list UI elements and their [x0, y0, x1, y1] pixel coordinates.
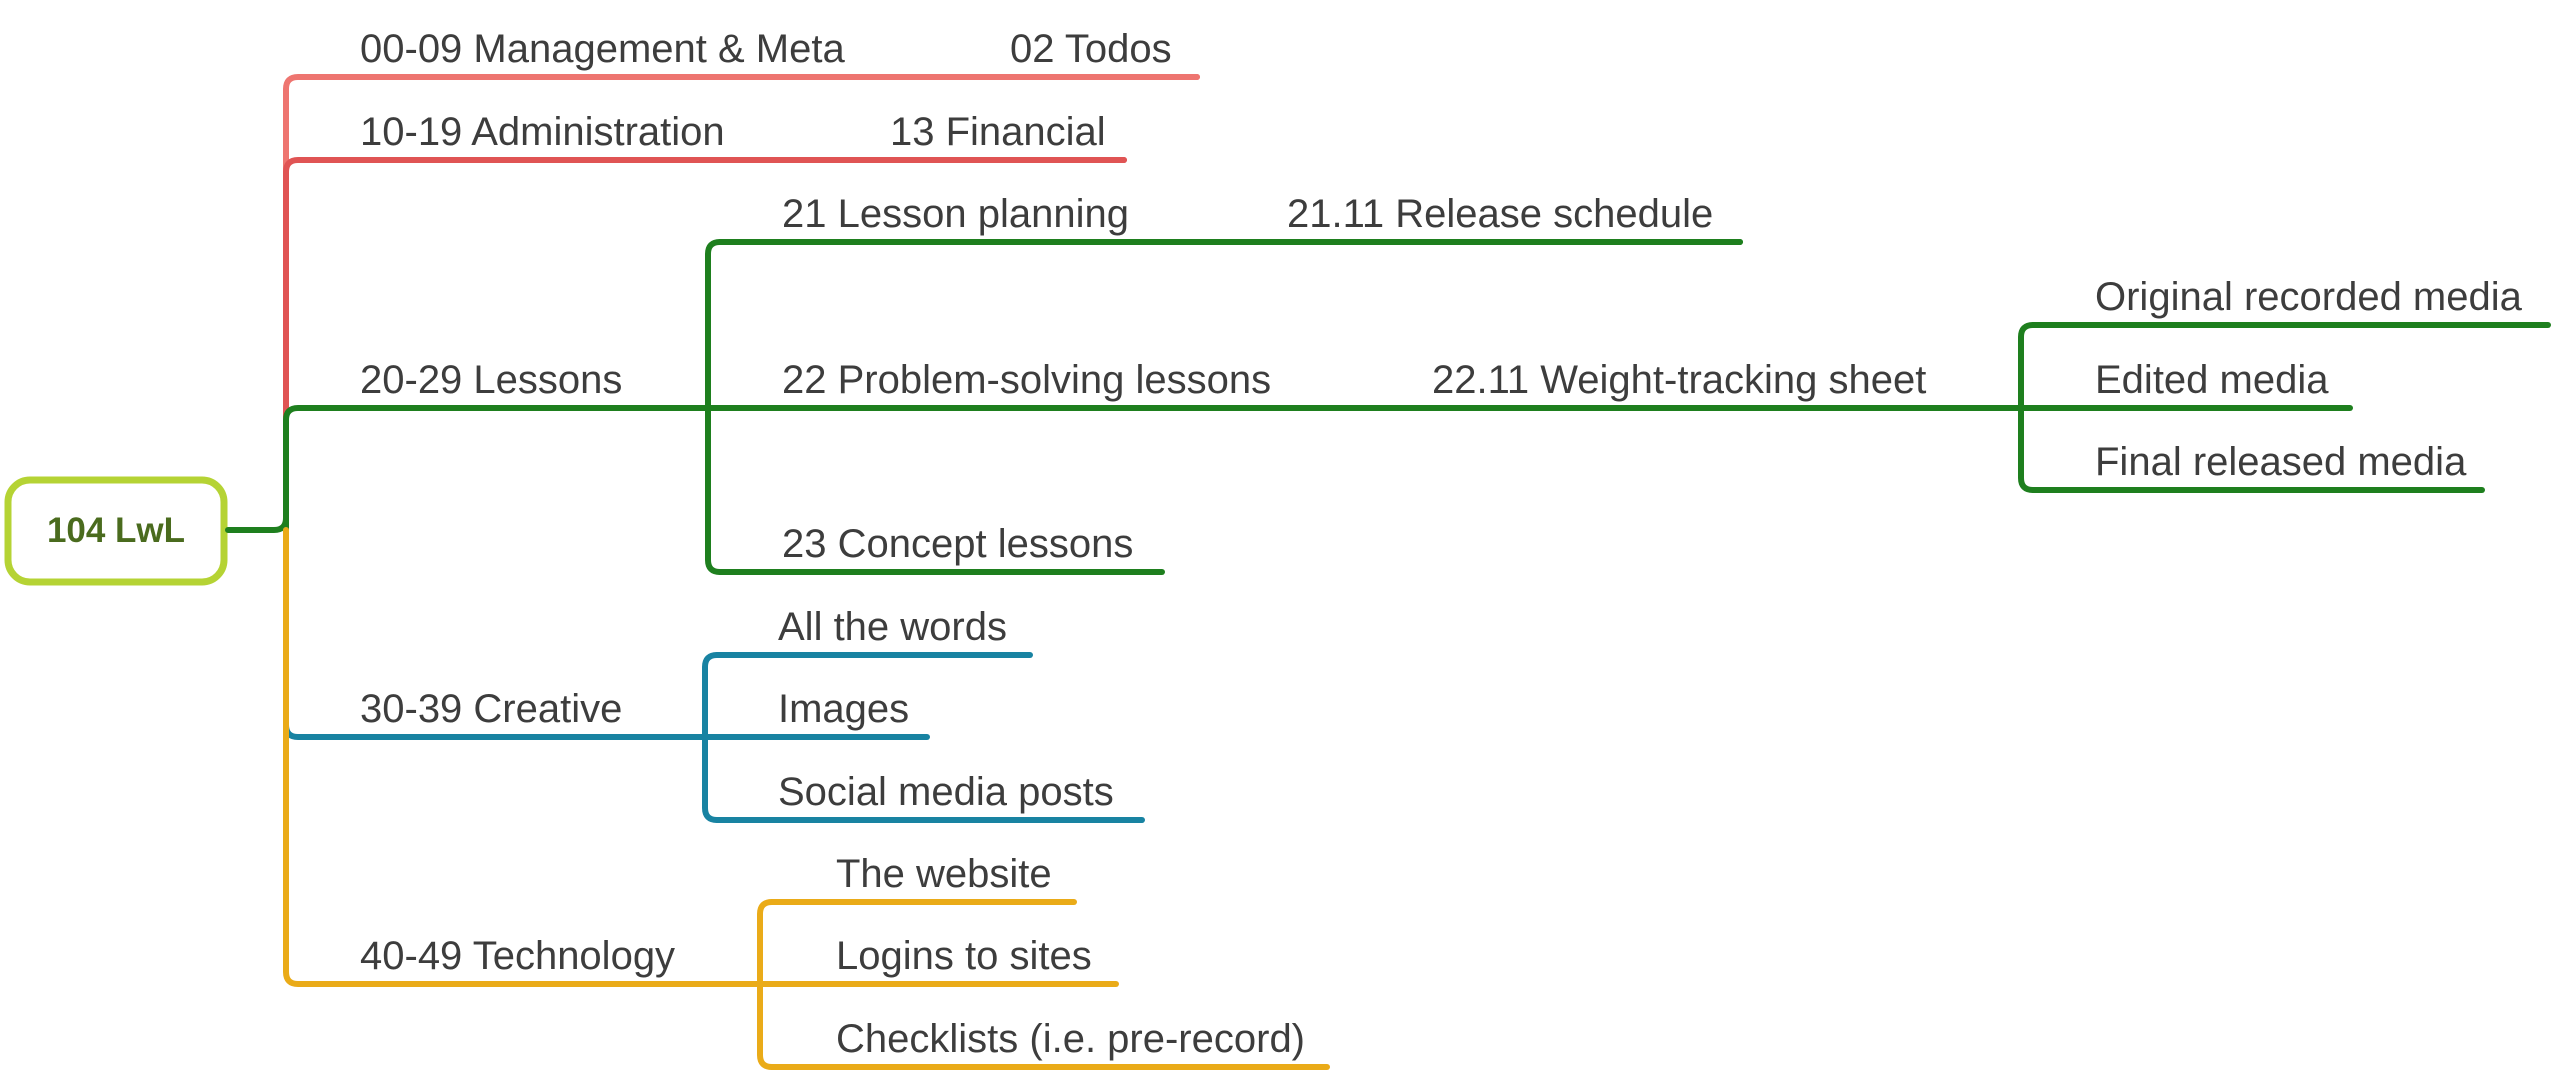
node-label-images[interactable]: Images	[778, 687, 909, 731]
connector-final-media	[2018, 405, 2036, 493]
connector-website	[757, 899, 775, 987]
node-label-concept-lessons[interactable]: 23 Concept lessons	[782, 522, 1133, 566]
branch-connector-lessons	[283, 405, 708, 533]
node-label-social-media[interactable]: Social media posts	[778, 770, 1114, 814]
branch-label-administration[interactable]: 10-19 Administration	[360, 110, 725, 154]
node-label-problem-solving[interactable]: 22 Problem-solving lessons	[782, 358, 1271, 402]
branch-connector-technology	[283, 527, 763, 987]
node-label-todos[interactable]: 02 Todos	[1010, 27, 1172, 71]
node-label-final-media[interactable]: Final released media	[2095, 440, 2467, 484]
node-label-website[interactable]: The website	[836, 852, 1052, 896]
connector-lesson-planning	[705, 239, 723, 411]
connector-checklists	[757, 981, 775, 1070]
node-label-checklists[interactable]: Checklists (i.e. pre-record)	[836, 1017, 1305, 1061]
connector-original-media	[2018, 322, 2036, 411]
connector-social-media	[702, 734, 720, 823]
node-label-original-media[interactable]: Original recorded media	[2095, 275, 2523, 319]
node-label-release-schedule[interactable]: 21.11 Release schedule	[1287, 192, 1713, 236]
branch-connector-administration	[283, 157, 1127, 533]
connector-all-the-words	[702, 652, 720, 740]
branch-label-technology[interactable]: 40-49 Technology	[360, 934, 675, 978]
node-label-edited-media[interactable]: Edited media	[2095, 358, 2329, 402]
connector-concept-lessons	[705, 405, 723, 575]
root-node[interactable]	[4, 476, 228, 586]
branch-label-creative[interactable]: 30-39 Creative	[360, 687, 622, 731]
node-label-all-the-words[interactable]: All the words	[778, 605, 1007, 649]
node-label-financial[interactable]: 13 Financial	[890, 110, 1106, 154]
branch-connector-management	[283, 74, 1200, 533]
root-connector	[225, 515, 289, 533]
branch-label-management[interactable]: 00-09 Management & Meta	[360, 27, 845, 71]
node-label-weight-tracking[interactable]: 22.11 Weight-tracking sheet	[1432, 358, 1926, 402]
root-node-label: 104 LwL	[47, 511, 185, 550]
node-label-logins[interactable]: Logins to sites	[836, 934, 1092, 978]
node-label-lesson-planning[interactable]: 21 Lesson planning	[782, 192, 1129, 236]
branch-label-lessons[interactable]: 20-29 Lessons	[360, 358, 622, 402]
